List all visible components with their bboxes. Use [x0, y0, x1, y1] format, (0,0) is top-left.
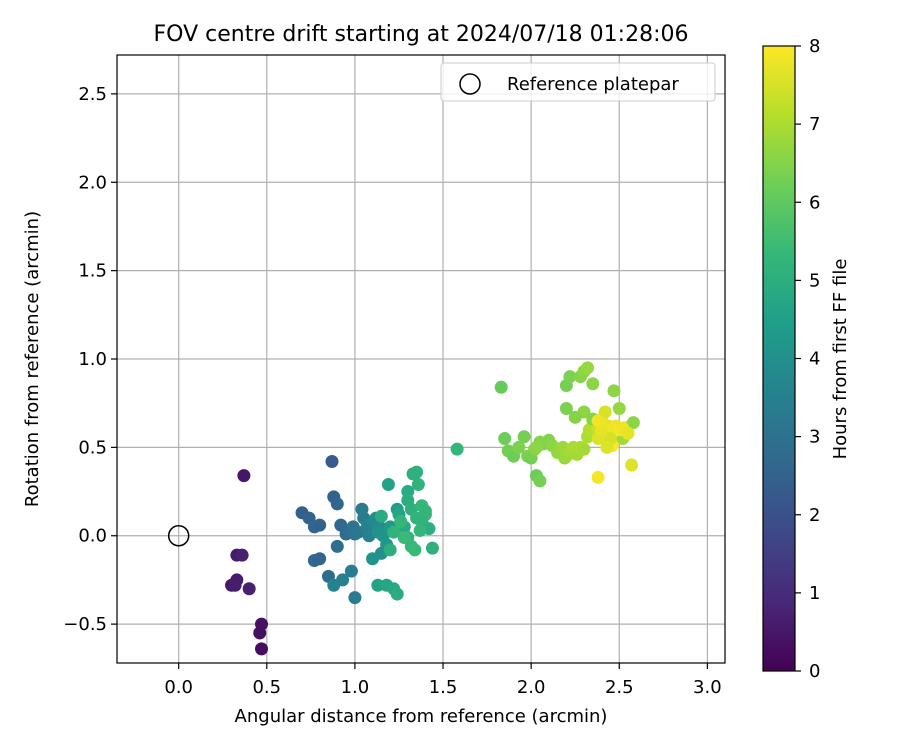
data-point: [242, 582, 256, 596]
data-point: [581, 361, 595, 375]
x-tick-label: 2.0: [517, 677, 546, 698]
x-axis-label: Angular distance from reference (arcmin): [235, 706, 608, 727]
data-point: [408, 543, 422, 557]
data-point: [344, 564, 358, 578]
y-tick-label: 0.5: [78, 437, 107, 458]
x-axis-ticks: 0.0 0.5 1.0 1.5 2.0 2.5 3.0: [164, 663, 722, 698]
colorbar-ticks: 0 1 2 3 4 5 6 7 8: [795, 36, 820, 682]
data-point: [381, 477, 395, 491]
data-point: [255, 642, 269, 656]
data-point: [397, 531, 411, 545]
data-point: [313, 518, 327, 532]
x-tick-label: 3.0: [693, 677, 722, 698]
data-point: [512, 440, 526, 454]
y-tick-label: 2.5: [78, 84, 107, 105]
y-tick-label: −0.5: [63, 614, 107, 635]
y-axis-label: Rotation from reference (arcmin): [22, 211, 43, 507]
data-point: [563, 370, 577, 384]
colorbar-tick-label: 2: [809, 505, 820, 526]
data-point: [607, 384, 621, 398]
data-point: [325, 455, 339, 469]
data-point: [387, 525, 401, 539]
x-tick-label: 0.5: [252, 677, 281, 698]
y-tick-label: 1.5: [78, 261, 107, 282]
grid-lines: [117, 55, 725, 663]
data-point: [390, 587, 404, 601]
legend: Reference platepar: [440, 62, 716, 102]
colorbar-tick-label: 8: [809, 36, 820, 57]
data-point: [568, 410, 582, 424]
data-point: [498, 432, 512, 446]
data-point: [425, 541, 439, 555]
colorbar-tick-label: 6: [809, 192, 820, 213]
data-point: [394, 515, 408, 529]
data-point: [237, 469, 251, 483]
data-point: [413, 523, 427, 537]
y-tick-label: 0.0: [78, 526, 107, 547]
data-point: [586, 377, 600, 391]
colorbar-tick-label: 7: [809, 114, 820, 135]
data-point: [621, 426, 635, 440]
data-point: [411, 477, 425, 491]
colorbar-tick-label: 1: [809, 583, 820, 604]
colorbar: 0 1 2 3 4 5 6 7 8 Hours from first FF file: [762, 36, 851, 682]
data-point: [625, 458, 639, 472]
chart-title: FOV centre drift starting at 2024/07/18 …: [154, 22, 689, 47]
colorbar-tick-label: 4: [809, 349, 820, 370]
x-tick-label: 1.5: [429, 677, 458, 698]
y-tick-label: 1.0: [78, 349, 107, 370]
colorbar-tick-label: 5: [809, 270, 820, 291]
data-point: [410, 511, 424, 525]
data-point: [559, 401, 573, 415]
data-point: [313, 552, 327, 566]
data-point: [529, 440, 543, 454]
data-point: [330, 497, 344, 511]
y-axis-ticks: −0.5 0.0 0.5 1.0 1.5 2.0 2.5: [63, 84, 117, 635]
reference-platepar-marker: [167, 524, 190, 547]
data-points: [225, 361, 640, 656]
data-point: [418, 504, 432, 518]
data-point: [330, 539, 344, 553]
data-point: [366, 552, 380, 566]
legend-marker-reference: [459, 73, 481, 95]
colorbar-tick-label: 0: [809, 661, 820, 682]
x-tick-label: 0.0: [164, 677, 193, 698]
data-point: [410, 465, 424, 479]
data-point: [517, 430, 531, 444]
data-point: [600, 440, 614, 454]
data-point: [494, 380, 508, 394]
data-point: [591, 470, 605, 484]
data-point: [612, 401, 626, 415]
data-point: [336, 573, 350, 587]
data-point: [577, 442, 591, 456]
data-point: [228, 578, 242, 592]
data-point: [348, 591, 362, 605]
legend-label-reference: Reference platepar: [507, 74, 679, 95]
data-point: [533, 474, 547, 488]
data-point: [598, 405, 612, 419]
legend-box: [440, 62, 716, 102]
data-point: [253, 626, 267, 640]
y-tick-label: 2.0: [78, 172, 107, 193]
data-point: [383, 543, 397, 557]
data-point: [450, 442, 464, 456]
data-point: [235, 548, 249, 562]
data-point: [626, 416, 640, 430]
colorbar-tick-label: 3: [809, 427, 820, 448]
x-tick-label: 1.0: [341, 677, 370, 698]
x-tick-label: 2.5: [605, 677, 634, 698]
data-point: [374, 509, 388, 523]
colorbar-gradient: [762, 45, 796, 672]
data-point: [591, 414, 605, 428]
colorbar-label: Hours from first FF file: [830, 259, 851, 460]
